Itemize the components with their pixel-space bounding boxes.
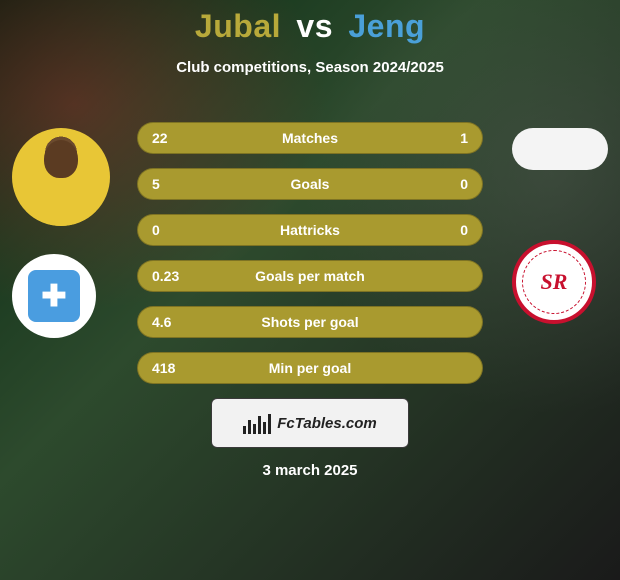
stat-left-value: 4.6 — [152, 314, 171, 330]
page-title: Jubal vs Jeng — [0, 8, 620, 45]
date-label: 3 march 2025 — [137, 462, 483, 479]
stat-row: 418 Min per goal — [137, 352, 483, 384]
stat-right-value: 1 — [460, 130, 468, 146]
stat-label: Min per goal — [138, 360, 482, 376]
player2-club-logo — [512, 240, 596, 324]
player2-name: Jeng — [348, 8, 425, 44]
stat-row: 0.23 Goals per match — [137, 260, 483, 292]
chart-icon — [243, 412, 271, 434]
left-column — [12, 128, 110, 338]
stat-right-value: 0 — [460, 176, 468, 192]
stat-left-value: 5 — [152, 176, 160, 192]
player1-club-logo — [12, 254, 96, 338]
player1-avatar — [12, 128, 110, 226]
player1-name: Jubal — [195, 8, 281, 44]
stat-label: Matches — [138, 130, 482, 146]
stat-label: Hattricks — [138, 222, 482, 238]
stat-left-value: 0.23 — [152, 268, 179, 284]
stat-right-value: 0 — [460, 222, 468, 238]
subtitle: Club competitions, Season 2024/2025 — [0, 59, 620, 76]
comparison-card: Jubal vs Jeng Club competitions, Season … — [0, 0, 620, 580]
player2-avatar — [512, 128, 608, 170]
stat-label: Goals per match — [138, 268, 482, 284]
stat-left-value: 0 — [152, 222, 160, 238]
stat-label: Goals — [138, 176, 482, 192]
stat-row: 5 Goals 0 — [137, 168, 483, 200]
stat-label: Shots per goal — [138, 314, 482, 330]
stat-row: 0 Hattricks 0 — [137, 214, 483, 246]
right-column — [512, 128, 608, 324]
vs-label: vs — [296, 8, 333, 44]
stats-table: 22 Matches 1 5 Goals 0 0 Hattricks 0 0.2… — [137, 122, 483, 479]
branding-badge[interactable]: FcTables.com — [211, 398, 409, 448]
stat-left-value: 22 — [152, 130, 168, 146]
stat-row: 22 Matches 1 — [137, 122, 483, 154]
stat-left-value: 418 — [152, 360, 175, 376]
branding-text: FcTables.com — [277, 415, 376, 432]
stat-row: 4.6 Shots per goal — [137, 306, 483, 338]
